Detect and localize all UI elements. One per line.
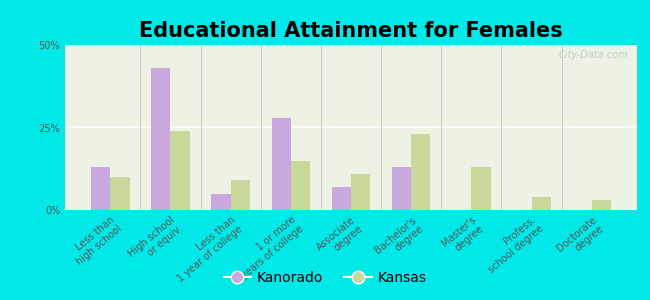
Bar [231, 180, 250, 210]
Bar [592, 200, 611, 210]
Text: City-Data.com: City-Data.com [559, 50, 629, 60]
Bar [291, 160, 310, 210]
Bar [411, 134, 430, 210]
Bar [332, 187, 351, 210]
Bar [351, 174, 370, 210]
Title: Educational Attainment for Females: Educational Attainment for Females [139, 21, 563, 41]
Bar [170, 131, 190, 210]
Legend: Kanorado, Kansas: Kanorado, Kansas [218, 265, 432, 290]
Bar [111, 177, 129, 210]
Bar [392, 167, 411, 210]
Bar [211, 194, 231, 210]
Bar [151, 68, 170, 210]
Bar [272, 118, 291, 210]
Bar [471, 167, 491, 210]
Bar [91, 167, 111, 210]
Bar [532, 197, 551, 210]
